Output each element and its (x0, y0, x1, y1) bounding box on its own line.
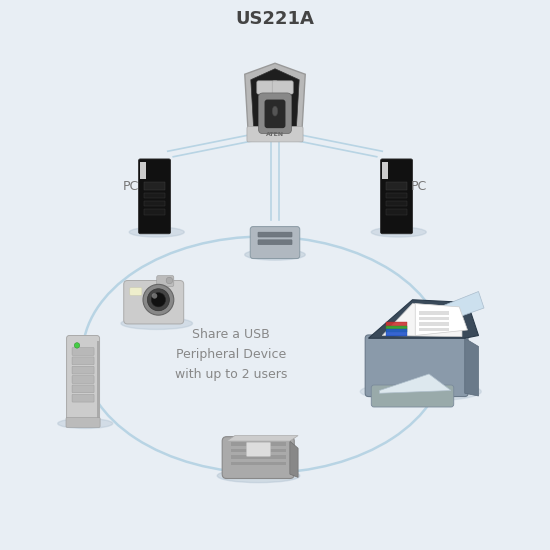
Polygon shape (439, 312, 449, 319)
Polygon shape (245, 63, 305, 140)
Polygon shape (382, 304, 462, 337)
FancyBboxPatch shape (371, 385, 454, 407)
Bar (386, 201, 407, 206)
Bar (386, 329, 407, 336)
FancyBboxPatch shape (67, 336, 100, 426)
Ellipse shape (58, 419, 113, 428)
Circle shape (151, 293, 166, 307)
Bar (144, 182, 165, 190)
Ellipse shape (217, 469, 300, 483)
FancyBboxPatch shape (258, 240, 292, 245)
FancyBboxPatch shape (72, 348, 94, 355)
FancyBboxPatch shape (247, 126, 303, 142)
Polygon shape (290, 441, 298, 477)
FancyBboxPatch shape (365, 335, 468, 397)
Text: ATEN: ATEN (266, 131, 284, 137)
Bar (419, 311, 449, 315)
FancyBboxPatch shape (157, 276, 174, 287)
Text: Share a USB
Peripheral Device
with up to 2 users: Share a USB Peripheral Device with up to… (175, 328, 287, 381)
Ellipse shape (371, 227, 426, 237)
Bar (231, 455, 286, 459)
Bar (231, 449, 286, 452)
Bar (386, 322, 407, 329)
FancyBboxPatch shape (130, 288, 142, 295)
Circle shape (74, 343, 80, 348)
FancyBboxPatch shape (139, 159, 170, 234)
Circle shape (429, 309, 449, 329)
Text: PC: PC (123, 180, 139, 194)
Bar (144, 201, 165, 206)
Circle shape (166, 277, 173, 284)
Ellipse shape (360, 382, 481, 402)
Polygon shape (368, 300, 478, 338)
Ellipse shape (121, 317, 192, 329)
Bar (419, 317, 449, 320)
Bar (97, 341, 100, 421)
Polygon shape (379, 374, 451, 393)
Circle shape (147, 289, 169, 311)
Polygon shape (437, 292, 484, 322)
FancyBboxPatch shape (124, 280, 184, 324)
FancyBboxPatch shape (258, 232, 292, 237)
Circle shape (143, 284, 174, 315)
Bar (144, 209, 165, 214)
Bar (382, 162, 388, 179)
FancyBboxPatch shape (72, 394, 94, 402)
Ellipse shape (272, 106, 278, 116)
FancyBboxPatch shape (72, 357, 94, 365)
Text: PC: PC (411, 180, 427, 194)
FancyBboxPatch shape (381, 159, 412, 234)
Polygon shape (227, 436, 298, 441)
Bar (386, 192, 407, 198)
FancyBboxPatch shape (272, 81, 293, 94)
FancyBboxPatch shape (72, 385, 94, 393)
FancyBboxPatch shape (66, 417, 100, 427)
FancyBboxPatch shape (72, 366, 94, 374)
Circle shape (152, 293, 157, 299)
Bar (140, 162, 146, 179)
Bar (231, 462, 286, 465)
Bar (231, 442, 286, 446)
FancyBboxPatch shape (246, 442, 271, 456)
FancyBboxPatch shape (265, 100, 285, 128)
FancyBboxPatch shape (222, 437, 294, 478)
Polygon shape (251, 69, 299, 136)
Bar (419, 328, 449, 331)
Bar (386, 209, 407, 214)
FancyBboxPatch shape (257, 81, 278, 94)
FancyBboxPatch shape (258, 93, 292, 134)
Bar (144, 192, 165, 198)
Polygon shape (465, 338, 478, 396)
FancyBboxPatch shape (72, 376, 94, 383)
Bar (386, 326, 407, 332)
FancyBboxPatch shape (250, 227, 300, 258)
Ellipse shape (245, 249, 305, 260)
Text: US221A: US221A (235, 10, 315, 28)
Ellipse shape (129, 227, 184, 237)
Polygon shape (415, 304, 468, 336)
Bar (386, 182, 407, 190)
Bar (419, 322, 449, 326)
